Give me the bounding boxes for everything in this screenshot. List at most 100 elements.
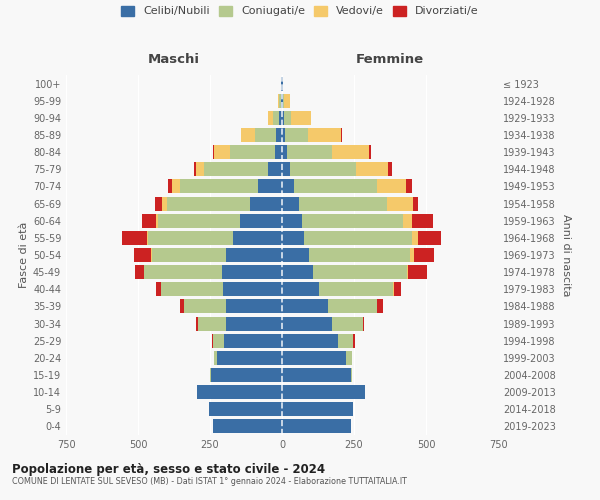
- Bar: [148, 231, 233, 245]
- Bar: [394, 282, 401, 296]
- Bar: [353, 334, 355, 347]
- Bar: [230, 145, 275, 159]
- Bar: [156, 214, 158, 228]
- Bar: [279, 111, 282, 125]
- Bar: [221, 265, 282, 279]
- Y-axis label: Anni di nascita: Anni di nascita: [561, 214, 571, 296]
- Bar: [144, 265, 221, 279]
- Bar: [282, 128, 286, 142]
- Bar: [180, 180, 257, 194]
- Bar: [161, 282, 223, 296]
- Bar: [319, 282, 393, 296]
- Bar: [407, 265, 408, 279]
- Bar: [290, 162, 356, 176]
- Bar: [413, 196, 418, 210]
- Bar: [281, 94, 282, 108]
- Bar: [274, 111, 279, 125]
- Bar: [377, 300, 383, 314]
- Bar: [413, 248, 434, 262]
- Bar: [233, 231, 282, 245]
- Bar: [377, 180, 406, 194]
- Bar: [406, 180, 412, 194]
- Bar: [156, 282, 161, 296]
- Bar: [196, 316, 199, 330]
- Bar: [282, 214, 302, 228]
- Bar: [172, 180, 180, 194]
- Bar: [286, 128, 308, 142]
- Bar: [257, 180, 282, 194]
- Bar: [282, 420, 350, 434]
- Bar: [346, 351, 352, 365]
- Bar: [194, 162, 196, 176]
- Bar: [151, 248, 152, 262]
- Bar: [362, 316, 364, 330]
- Bar: [282, 334, 338, 347]
- Bar: [224, 334, 282, 347]
- Bar: [223, 282, 282, 296]
- Bar: [294, 180, 377, 194]
- Bar: [341, 128, 342, 142]
- Bar: [275, 145, 282, 159]
- Bar: [282, 196, 299, 210]
- Bar: [167, 196, 250, 210]
- Bar: [283, 94, 284, 108]
- Bar: [210, 368, 211, 382]
- Bar: [338, 334, 353, 347]
- Bar: [332, 145, 368, 159]
- Bar: [299, 196, 388, 210]
- Bar: [209, 402, 282, 416]
- Bar: [196, 162, 204, 176]
- Bar: [410, 248, 413, 262]
- Bar: [287, 145, 332, 159]
- Bar: [328, 300, 377, 314]
- Bar: [147, 231, 148, 245]
- Bar: [368, 145, 371, 159]
- Bar: [197, 385, 282, 399]
- Bar: [213, 420, 282, 434]
- Bar: [282, 162, 290, 176]
- Bar: [412, 214, 433, 228]
- Bar: [282, 385, 365, 399]
- Bar: [332, 316, 362, 330]
- Bar: [302, 214, 403, 228]
- Bar: [388, 162, 392, 176]
- Bar: [214, 145, 230, 159]
- Bar: [313, 265, 407, 279]
- Text: COMUNE DI LENTATE SUL SEVESO (MB) - Dati ISTAT 1° gennaio 2024 - Elaborazione TU: COMUNE DI LENTATE SUL SEVESO (MB) - Dati…: [12, 478, 407, 486]
- Bar: [282, 111, 284, 125]
- Bar: [240, 214, 282, 228]
- Legend: Celibi/Nubili, Coniugati/e, Vedovi/e, Divorziati/e: Celibi/Nubili, Coniugati/e, Vedovi/e, Di…: [121, 6, 479, 16]
- Bar: [282, 265, 313, 279]
- Bar: [134, 265, 144, 279]
- Bar: [282, 231, 304, 245]
- Bar: [408, 265, 427, 279]
- Bar: [282, 282, 319, 296]
- Bar: [282, 368, 350, 382]
- Bar: [152, 248, 226, 262]
- Bar: [282, 145, 287, 159]
- Bar: [284, 94, 290, 108]
- Bar: [167, 180, 172, 194]
- Bar: [310, 248, 410, 262]
- Bar: [418, 231, 441, 245]
- Bar: [226, 300, 282, 314]
- Bar: [213, 145, 214, 159]
- Bar: [393, 282, 394, 296]
- Text: Popolazione per età, sesso e stato civile - 2024: Popolazione per età, sesso e stato civil…: [12, 462, 325, 475]
- Y-axis label: Fasce di età: Fasce di età: [19, 222, 29, 288]
- Bar: [214, 351, 217, 365]
- Bar: [282, 180, 294, 194]
- Bar: [226, 316, 282, 330]
- Text: Maschi: Maschi: [148, 52, 200, 66]
- Bar: [282, 248, 310, 262]
- Text: Femmine: Femmine: [356, 52, 424, 66]
- Bar: [142, 214, 156, 228]
- Bar: [403, 214, 412, 228]
- Bar: [356, 162, 388, 176]
- Bar: [268, 111, 274, 125]
- Bar: [155, 196, 161, 210]
- Bar: [134, 248, 151, 262]
- Bar: [282, 402, 353, 416]
- Bar: [268, 162, 282, 176]
- Bar: [158, 214, 240, 228]
